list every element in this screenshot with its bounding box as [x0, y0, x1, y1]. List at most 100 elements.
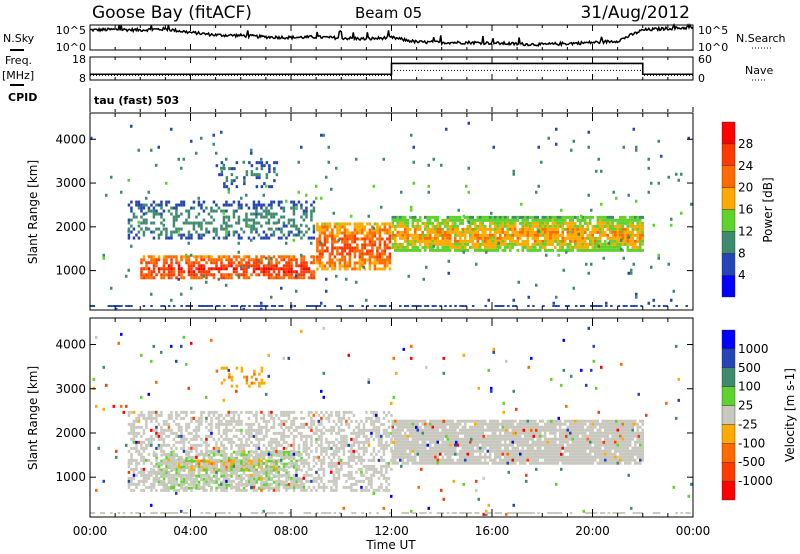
- scatter-cell: [383, 305, 387, 307]
- scatter-cell: [316, 225, 319, 229]
- scatter-cell: [273, 167, 276, 171]
- scatter-cell: [290, 273, 293, 277]
- scatter-cell: [350, 437, 353, 441]
- scatter-cell: [202, 264, 206, 268]
- scatter-cell: [320, 464, 323, 468]
- scatter-cell: [441, 227, 444, 231]
- scatter-cell: [275, 474, 278, 478]
- scatter-cell: [599, 227, 602, 231]
- scatter-cell: [544, 236, 547, 240]
- scatter-cell: [262, 450, 266, 454]
- scatter-cell: [484, 224, 487, 228]
- scatter-cell: [130, 230, 133, 234]
- scatter-cell: [378, 231, 382, 235]
- scatter-cell: [157, 413, 161, 417]
- scatter-cell: [260, 164, 264, 168]
- scatter-cell: [626, 230, 629, 234]
- scatter-cell: [331, 258, 334, 262]
- scatter-cell: [210, 425, 213, 429]
- scatter-cell: [250, 431, 253, 435]
- scatter-cell: [476, 215, 479, 219]
- scatter-cell: [444, 248, 447, 252]
- scatter-cell: [372, 470, 376, 474]
- scatter-cell: [150, 221, 153, 225]
- scatter-cell: [132, 422, 136, 426]
- scatter-cell: [262, 437, 266, 441]
- scatter-cell: [165, 255, 168, 259]
- scatter-cell: [250, 453, 253, 457]
- scatter-cell: [320, 458, 323, 462]
- scatter-cell: [222, 437, 226, 441]
- scatter-cell: [326, 267, 329, 271]
- scatter-cell: [177, 264, 181, 268]
- scatter-cell: [227, 440, 231, 444]
- scatter-cell: [242, 446, 246, 450]
- scatter-cell: [380, 443, 383, 447]
- scatter-cell: [265, 264, 268, 268]
- scatter-cell: [370, 476, 373, 480]
- scatter-cell: [312, 224, 316, 228]
- scatter-cell: [396, 230, 399, 234]
- scatter-cell: [305, 437, 308, 441]
- scatter-cell: [180, 440, 183, 444]
- scatter-cell: [180, 446, 183, 450]
- scatter-cell: [212, 464, 216, 468]
- scatter-cell: [464, 236, 467, 240]
- scatter-cell: [282, 428, 286, 432]
- scatter-cell: [325, 449, 328, 453]
- scatter-cell: [245, 193, 248, 197]
- scatter-cell: [290, 224, 293, 228]
- scatter-cell: [464, 233, 467, 237]
- scatter-cell: [290, 431, 293, 435]
- scatter-cell: [302, 261, 306, 265]
- scatter-cell: [441, 431, 444, 435]
- scatter-cell: [252, 461, 256, 465]
- scatter-cell: [312, 227, 316, 231]
- scatter-cell: [262, 203, 266, 207]
- scatter-cell: [195, 459, 198, 463]
- scatter-cell: [639, 224, 642, 228]
- scatter-cell: [160, 449, 163, 453]
- scatter-cell: [616, 218, 619, 222]
- scatter-cell: [175, 276, 178, 280]
- scatter-cell: [160, 212, 163, 216]
- scatter-cell: [197, 470, 201, 474]
- scatter-cell: [150, 305, 153, 307]
- scatter-cell: [574, 245, 577, 249]
- scatter-cell: [307, 464, 311, 468]
- scatter-cell: [185, 410, 188, 414]
- scatter-cell: [596, 215, 599, 219]
- scatter-cell: [680, 172, 683, 176]
- scatter-cell: [165, 258, 168, 262]
- scatter-cell: [382, 476, 386, 480]
- scatter-cell: [439, 233, 442, 237]
- scatter-cell: [137, 203, 141, 207]
- scatter-cell: [456, 245, 459, 249]
- scatter-cell: [170, 464, 173, 468]
- power-colorbar-tick: 4: [738, 268, 746, 282]
- scatter-cell: [145, 446, 148, 450]
- scatter-cell: [145, 218, 148, 222]
- scatter-cell: [232, 410, 236, 414]
- scatter-cell: [341, 222, 344, 226]
- scatter-cell: [250, 148, 253, 152]
- scatter-cell: [152, 206, 156, 210]
- scatter-cell: [182, 477, 186, 481]
- scatter-cell: [342, 413, 346, 417]
- scatter-cell: [361, 231, 364, 235]
- scatter-cell: [130, 437, 133, 441]
- scatter-cell: [202, 482, 206, 486]
- scatter-cell: [352, 488, 356, 492]
- scatter-cell: [130, 431, 133, 435]
- scatter-cell: [140, 440, 143, 444]
- scatter-cell: [524, 242, 527, 246]
- scatter-cell: [255, 413, 258, 417]
- scatter-cell: [252, 203, 256, 207]
- scatter-cell: [295, 274, 298, 278]
- scatter-cell: [280, 467, 283, 471]
- scatter-cell: [157, 227, 161, 231]
- scatter-cell: [356, 231, 359, 235]
- scatter-cell: [365, 298, 368, 302]
- scatter-cell: [137, 224, 141, 228]
- scatter-cell: [311, 305, 314, 307]
